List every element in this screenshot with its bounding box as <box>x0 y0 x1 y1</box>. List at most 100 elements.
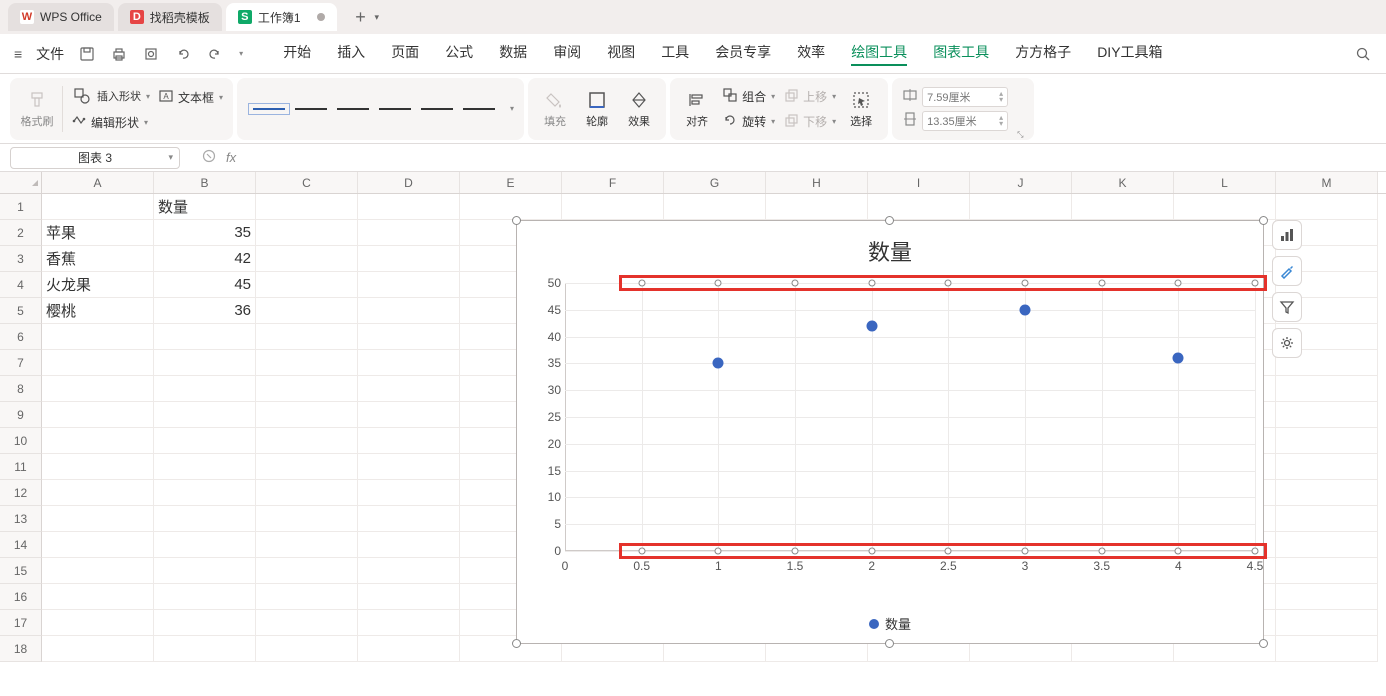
column-header[interactable]: J <box>970 172 1072 193</box>
cell[interactable] <box>154 558 256 584</box>
cell[interactable] <box>154 506 256 532</box>
qat-dropdown-icon[interactable]: ▾ <box>239 49 243 58</box>
row-header[interactable]: 3 <box>0 246 42 272</box>
row-header[interactable]: 4 <box>0 272 42 298</box>
outline-button[interactable]: 轮廓 <box>580 89 614 129</box>
cell[interactable] <box>256 376 358 402</box>
redo-icon[interactable] <box>206 45 224 63</box>
name-box[interactable]: 图表 3 ▾ <box>10 147 180 169</box>
cell[interactable] <box>154 454 256 480</box>
new-tab-button[interactable]: + <box>349 5 373 29</box>
window-tab[interactable]: WWPS Office <box>8 3 114 31</box>
cell[interactable] <box>358 610 460 636</box>
cell[interactable] <box>1276 376 1378 402</box>
gridline-selection-handle[interactable] <box>1252 548 1259 555</box>
tab-close-icon[interactable] <box>317 13 325 21</box>
ribbon-tab[interactable]: 工具 <box>661 42 689 66</box>
column-header[interactable]: A <box>42 172 154 193</box>
gridline-selection-handle[interactable] <box>1175 548 1182 555</box>
row-header[interactable]: 16 <box>0 584 42 610</box>
cell[interactable]: 35 <box>154 220 256 246</box>
ribbon-tab[interactable]: 方方格子 <box>1015 42 1071 66</box>
line-style-sample[interactable] <box>295 108 327 110</box>
cell[interactable]: 36 <box>154 298 256 324</box>
cell[interactable] <box>1276 428 1378 454</box>
cell[interactable] <box>154 480 256 506</box>
cell[interactable] <box>1072 194 1174 220</box>
menu-hamburger-icon[interactable]: ≡ <box>14 46 22 62</box>
chart-plot-area[interactable] <box>565 283 1255 551</box>
cell[interactable] <box>42 194 154 220</box>
cell[interactable] <box>42 532 154 558</box>
ribbon-tab[interactable]: DIY工具箱 <box>1097 42 1162 66</box>
gridline-selection-handle[interactable] <box>1022 280 1029 287</box>
gridline-selection-handle[interactable] <box>868 548 875 555</box>
gridline-selection-handle[interactable] <box>868 280 875 287</box>
gridline-selection-handle[interactable] <box>792 548 799 555</box>
cell[interactable] <box>256 636 358 662</box>
print-preview-icon[interactable] <box>142 45 160 63</box>
cell[interactable] <box>358 480 460 506</box>
cell[interactable]: 香蕉 <box>42 246 154 272</box>
chart-data-point[interactable] <box>1173 353 1184 364</box>
cell[interactable] <box>154 402 256 428</box>
line-style-sample[interactable] <box>421 108 453 110</box>
cell[interactable] <box>154 636 256 662</box>
cell[interactable] <box>256 532 358 558</box>
cell[interactable] <box>562 194 664 220</box>
cell[interactable] <box>256 610 358 636</box>
cell[interactable] <box>358 376 460 402</box>
gridline-selection-handle[interactable] <box>715 548 722 555</box>
ribbon-tab[interactable]: 视图 <box>607 42 635 66</box>
cell[interactable]: 数量 <box>154 194 256 220</box>
resize-handle-sw[interactable] <box>512 639 521 648</box>
file-menu[interactable]: 文件 <box>36 44 64 64</box>
cell[interactable] <box>358 246 460 272</box>
cell[interactable] <box>1276 610 1378 636</box>
cell[interactable] <box>358 350 460 376</box>
ribbon-tab[interactable]: 图表工具 <box>933 42 989 66</box>
gridline-selection-handle[interactable] <box>945 548 952 555</box>
group-button[interactable]: 组合▾ <box>722 87 775 106</box>
cell[interactable] <box>256 350 358 376</box>
resize-handle-se[interactable] <box>1259 639 1268 648</box>
cell[interactable] <box>42 480 154 506</box>
gridline-selection-handle[interactable] <box>1175 280 1182 287</box>
cell[interactable] <box>42 636 154 662</box>
gridline-selection-handle[interactable] <box>792 280 799 287</box>
cell[interactable] <box>256 480 358 506</box>
ribbon-tab[interactable]: 审阅 <box>553 42 581 66</box>
resize-handle-n[interactable] <box>885 216 894 225</box>
undo-icon[interactable] <box>174 45 192 63</box>
line-style-sample[interactable] <box>379 108 411 110</box>
chart-legend[interactable]: 数量 <box>517 614 1263 633</box>
name-box-dropdown-icon[interactable]: ▾ <box>168 152 173 163</box>
row-header[interactable]: 17 <box>0 610 42 636</box>
chart-styles-button[interactable] <box>1272 256 1302 286</box>
cell[interactable] <box>256 454 358 480</box>
cancel-formula-icon[interactable] <box>202 149 216 166</box>
cell[interactable] <box>358 636 460 662</box>
cell[interactable] <box>42 428 154 454</box>
size-launcher-icon[interactable]: ⤡ <box>1017 130 1023 140</box>
column-header[interactable]: G <box>664 172 766 193</box>
width-input[interactable]: 13.35厘米▴▾ <box>922 111 1008 131</box>
cell[interactable] <box>358 324 460 350</box>
cell[interactable] <box>256 584 358 610</box>
fx-icon[interactable]: fx <box>226 150 236 165</box>
row-header[interactable]: 9 <box>0 402 42 428</box>
column-header[interactable]: L <box>1174 172 1276 193</box>
ribbon-tab[interactable]: 数据 <box>499 42 527 66</box>
cell[interactable] <box>1276 506 1378 532</box>
cell[interactable] <box>256 298 358 324</box>
chart-title[interactable]: 数量 <box>517 221 1263 267</box>
insert-shape-button[interactable]: 插入形状▾ <box>71 85 150 107</box>
cell[interactable] <box>1276 194 1378 220</box>
cell[interactable] <box>256 194 358 220</box>
cell[interactable] <box>1276 480 1378 506</box>
gridline-selection-handle[interactable] <box>638 280 645 287</box>
cell[interactable] <box>1276 532 1378 558</box>
new-tab-dropdown-icon[interactable]: ▾ <box>375 12 380 23</box>
cell[interactable] <box>154 610 256 636</box>
cell[interactable] <box>460 194 562 220</box>
